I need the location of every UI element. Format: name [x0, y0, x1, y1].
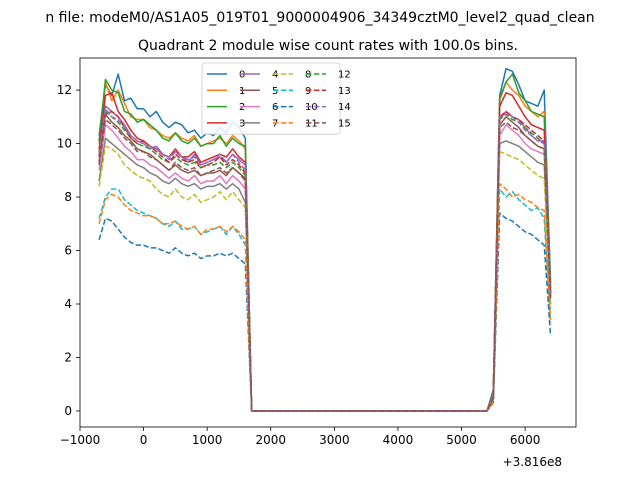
figure-suptitle: n file: modeM0/AS1A05_019T01_9000004906_… — [45, 10, 594, 26]
y-tick-label: 6 — [64, 244, 72, 258]
x-tick-label: 6000 — [510, 433, 541, 447]
y-tick-label: 4 — [64, 297, 72, 311]
y-tick-label: 12 — [57, 83, 72, 97]
series-line-15 — [98, 118, 552, 412]
y-tick-label: 2 — [64, 350, 72, 364]
x-tick-label: −1000 — [60, 433, 101, 447]
x-tick-label: 3000 — [319, 433, 350, 447]
legend-label-3: 3 — [239, 118, 245, 129]
y-axis: 0 2 4 6 8 10 12 — [57, 83, 80, 418]
legend-label-7: 7 — [272, 118, 278, 129]
y-tick-label: 0 — [64, 404, 72, 418]
legend-label-4: 4 — [272, 70, 278, 81]
y-tick-label: 8 — [64, 190, 72, 204]
legend-label-0: 0 — [239, 70, 245, 81]
legend-label-15: 15 — [338, 118, 351, 129]
legend-label-1: 1 — [239, 86, 245, 97]
legend-label-5: 5 — [272, 86, 278, 97]
legend-label-14: 14 — [338, 102, 351, 113]
x-tick-label: 2000 — [255, 433, 286, 447]
series-layer — [98, 67, 552, 412]
legend-box — [201, 62, 341, 135]
legend-label-2: 2 — [239, 102, 245, 113]
x-tick-label: 0 — [140, 433, 148, 447]
x-offset-label: +3.816e8 — [503, 455, 562, 469]
legend-label-8: 8 — [305, 70, 311, 81]
legend-label-6: 6 — [272, 102, 278, 113]
x-tick-label: 1000 — [192, 433, 223, 447]
legend-label-10: 10 — [305, 102, 318, 113]
series-line-11 — [98, 182, 552, 412]
legend-label-13: 13 — [338, 86, 351, 97]
legend-label-9: 9 — [305, 86, 311, 97]
x-axis: −1000 0 1000 2000 3000 4000 5000 6000 — [60, 427, 541, 447]
chart-title: Quadrant 2 module wise count rates with … — [138, 38, 518, 54]
y-tick-label: 10 — [57, 137, 72, 151]
axes-frame — [79, 57, 577, 428]
x-tick-label: 4000 — [383, 433, 414, 447]
legend-label-12: 12 — [338, 70, 351, 81]
x-tick-label: 5000 — [446, 433, 477, 447]
legend-label-11: 11 — [305, 118, 318, 129]
